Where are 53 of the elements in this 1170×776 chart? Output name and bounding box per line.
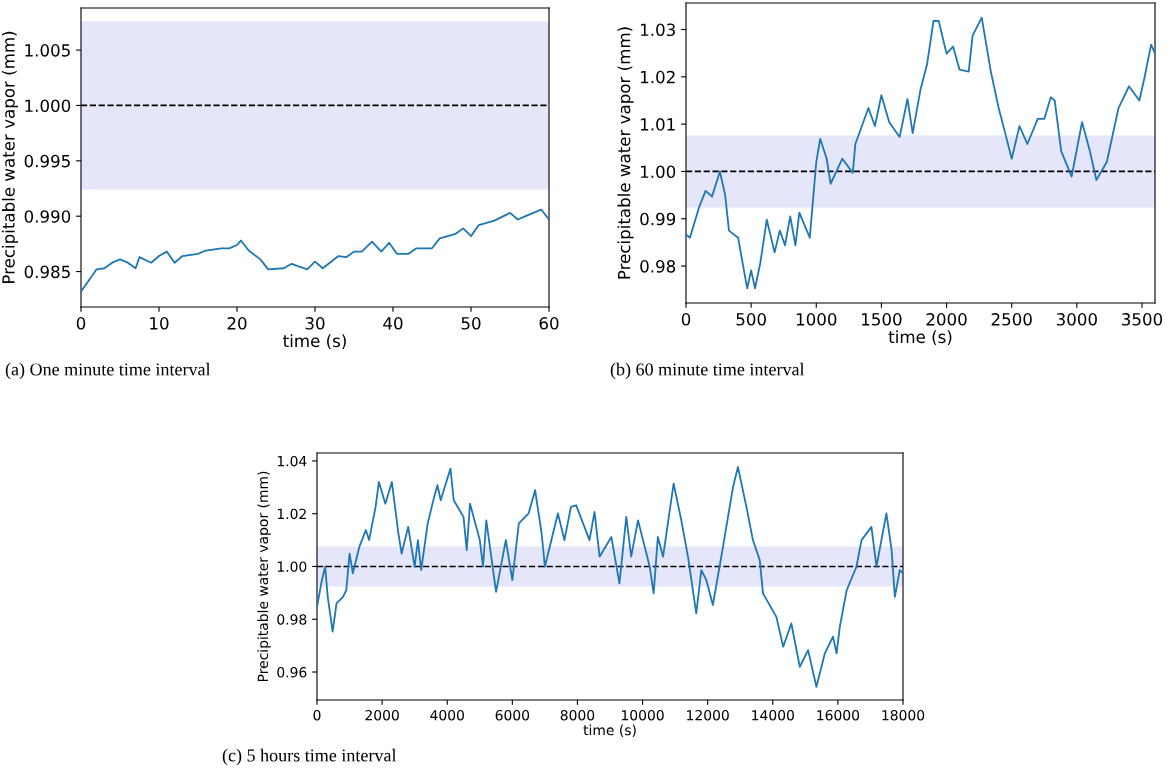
y-tick-label: 1.000 xyxy=(25,99,71,113)
x-tick-label: 500 xyxy=(736,313,766,326)
x-tick-label: 16000 xyxy=(817,709,860,721)
text: (c) 5 hours time interval xyxy=(222,748,397,766)
y-tick-label: 1.005 xyxy=(25,44,70,57)
x-tick-label: 12000 xyxy=(687,709,729,721)
x-tick-label: 6000 xyxy=(495,709,530,721)
x-axis-title: time (s) xyxy=(583,724,636,737)
x-tick-label: 10000 xyxy=(621,709,664,721)
y-axis-title: Precipitable water vapor (mm) xyxy=(1,31,19,283)
x-tick-label: 2000 xyxy=(926,313,967,326)
y-tick-label: 0.995 xyxy=(24,154,70,168)
y-tick-label: 0.990 xyxy=(24,210,71,223)
y-tick-label: 1.03 xyxy=(641,23,675,37)
x-tick-label: 14000 xyxy=(752,709,794,721)
x-axis-title: time (s) xyxy=(283,334,346,350)
y-tick-label: 1.02 xyxy=(641,70,675,84)
x-tick-label: 2000 xyxy=(365,709,399,721)
x-tick-label: 4000 xyxy=(430,709,464,721)
y-tick-label: 1.04 xyxy=(277,455,307,467)
y-tick-label: 0.98 xyxy=(277,614,307,625)
x-tick-label: 10 xyxy=(150,317,169,330)
y-tick-label: 0.985 xyxy=(24,265,70,279)
x-tick-label: 40 xyxy=(383,317,403,330)
x-tick-label: 18000 xyxy=(882,709,925,721)
y-axis-title: Precipitable water vapor (mm) xyxy=(617,27,634,279)
x-tick-label: 30 xyxy=(305,317,325,330)
text: (b) 60 minute time interval xyxy=(610,362,805,380)
x-tick-label: 1500 xyxy=(862,313,902,326)
y-tick-label: 0.98 xyxy=(640,260,676,273)
x-tick-label: 0 xyxy=(681,313,691,326)
y-tick-label: 0.99 xyxy=(640,212,676,226)
x-tick-label: 3500 xyxy=(1122,313,1163,326)
x-tick-label: 2500 xyxy=(991,313,1032,326)
line-series xyxy=(686,16,1155,290)
x-tick-label: 0 xyxy=(76,317,86,330)
x-tick-label: 1000 xyxy=(796,313,837,326)
x-tick-label: 50 xyxy=(461,317,481,330)
y-tick-label: 1.02 xyxy=(277,508,306,520)
x-tick-label: 8000 xyxy=(560,709,595,721)
x-tick-label: 20 xyxy=(227,317,247,330)
x-tick-label: 0 xyxy=(313,709,321,721)
y-tick-label: 1.00 xyxy=(641,165,676,179)
y-tick-label: 1.01 xyxy=(641,118,675,131)
line-series xyxy=(317,466,903,688)
y-tick-label: 0.96 xyxy=(277,667,307,678)
line-series xyxy=(81,208,549,293)
text: (a) One minute time interval xyxy=(5,362,211,380)
y-axis-title: Precipitable water vapor (mm) xyxy=(257,471,271,682)
x-tick-label: 3000 xyxy=(1056,313,1097,326)
x-tick-label: 60 xyxy=(539,317,559,330)
y-tick-label: 1.00 xyxy=(277,561,307,572)
x-axis-title: time (s) xyxy=(888,330,952,346)
